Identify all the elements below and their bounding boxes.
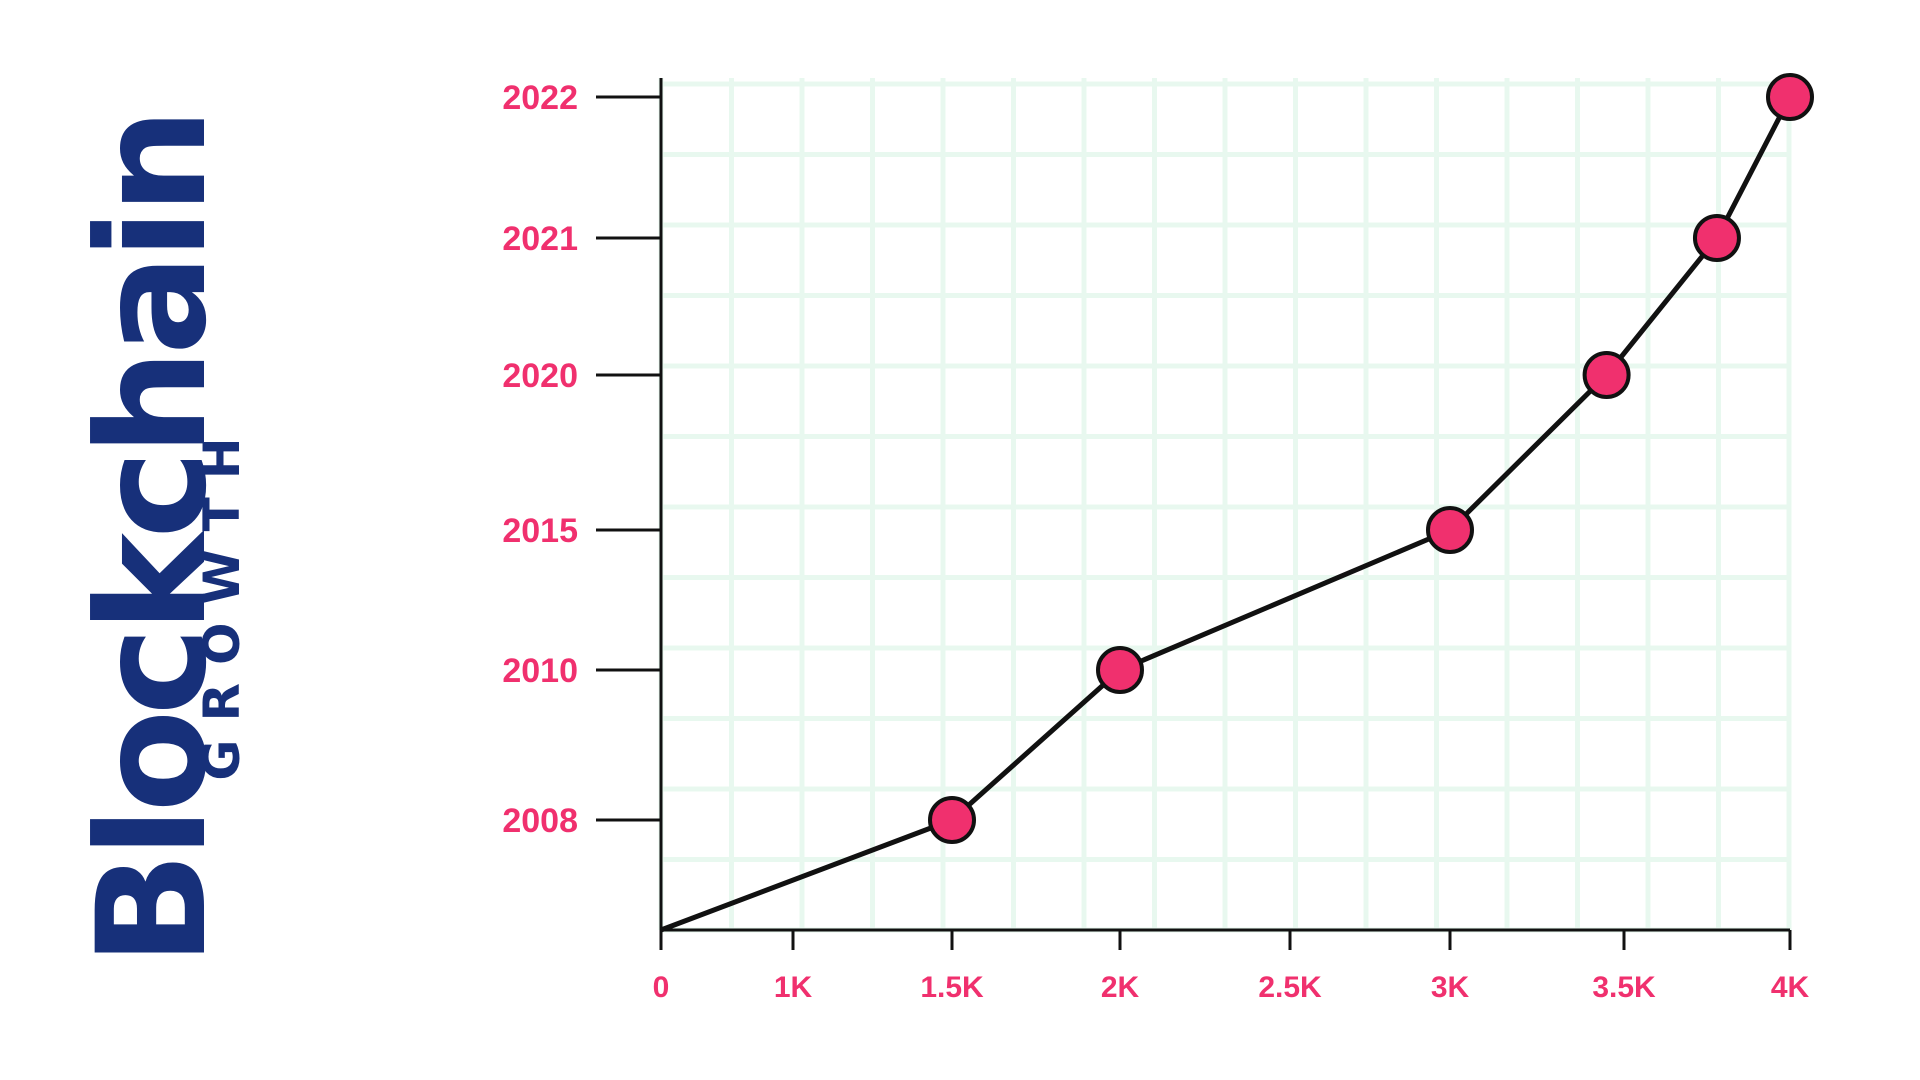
data-points xyxy=(928,73,1814,844)
y-tick-label: 2021 xyxy=(502,220,578,258)
data-point xyxy=(1096,646,1144,694)
y-tick-label: 2010 xyxy=(502,652,578,690)
x-tick-label: 4K xyxy=(1771,971,1810,1004)
y-tick-label: 2020 xyxy=(502,357,578,395)
data-point xyxy=(1692,214,1741,262)
x-tick-label: 2.5K xyxy=(1258,971,1322,1004)
x-tick-label: 3K xyxy=(1431,971,1470,1004)
x-tick-label: 1K xyxy=(774,971,813,1004)
data-point xyxy=(1766,73,1814,121)
x-tick-label: 0 xyxy=(653,971,670,1004)
axes: 2008 2010 2015 2020 2021 2022 0 1K 1.5K 2K 2.5K 3K 3… xyxy=(502,78,1810,1004)
y-tick-label: 2008 xyxy=(502,802,578,840)
data-point xyxy=(928,796,976,844)
grid xyxy=(658,78,1792,933)
x-tick-label: 2K xyxy=(1101,971,1140,1004)
y-tick-label: 2015 xyxy=(502,512,578,550)
data-point xyxy=(1426,506,1474,554)
x-tick-label: 1.5K xyxy=(920,971,984,1004)
y-tick-label: 2022 xyxy=(502,79,578,117)
x-tick-label: 3.5K xyxy=(1592,971,1656,1004)
data-point xyxy=(1582,351,1631,399)
